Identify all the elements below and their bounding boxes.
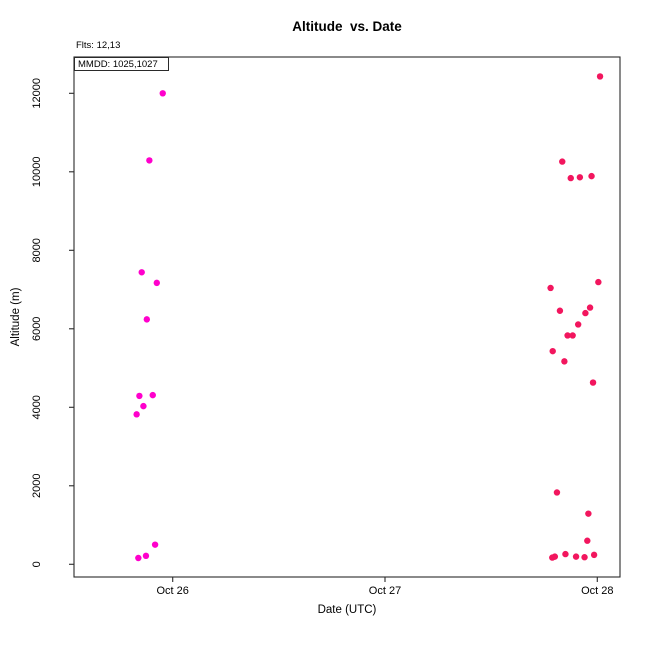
data-point [581, 554, 588, 561]
data-point [149, 391, 156, 399]
data-point [567, 174, 574, 182]
y-tick-label: 2000 [31, 474, 43, 498]
y-tick-label: 6000 [31, 317, 43, 341]
x-tick-label: Oct 28 [581, 585, 613, 597]
y-tick-label: 10000 [31, 157, 43, 188]
data-point [574, 321, 582, 328]
y-tick-label: 8000 [31, 238, 43, 262]
x-tick-label: Oct 26 [157, 585, 189, 597]
data-point [135, 554, 142, 562]
y-tick-label: 4000 [31, 395, 43, 419]
y-tick-label: 12000 [31, 78, 43, 109]
data-point [133, 411, 140, 418]
data-point [596, 73, 604, 80]
data-point [159, 90, 166, 97]
data-point [553, 489, 561, 496]
data-point [143, 316, 151, 323]
data-point [588, 172, 595, 180]
data-point [564, 332, 571, 339]
y-tick-label: 0 [31, 561, 43, 567]
data-point [556, 307, 564, 314]
data-point [590, 551, 598, 559]
data-point [146, 157, 153, 164]
data-point [595, 278, 602, 286]
data-point [586, 304, 594, 311]
x-tick-label: Oct 27 [369, 585, 401, 597]
data-point [549, 554, 556, 561]
data-point [153, 279, 160, 287]
data-point [582, 309, 589, 317]
data-point [569, 332, 576, 339]
data-point [549, 347, 556, 355]
mmdd-annotation: MMDD: 1025,1027 [78, 58, 158, 70]
data-point [585, 510, 592, 517]
data-point [547, 284, 554, 292]
chart-title: Altitude vs. Date [292, 19, 402, 34]
data-point [140, 402, 147, 410]
flights-annotation: Flts: 12,13 [76, 40, 121, 51]
data-point [562, 550, 569, 558]
data-point [138, 269, 145, 276]
data-point [151, 541, 159, 548]
data-point [561, 358, 568, 365]
data-point [559, 158, 566, 165]
data-point [576, 174, 584, 181]
data-point [572, 553, 580, 560]
plot-border [73, 56, 621, 578]
data-point [142, 552, 150, 560]
data-point [136, 392, 143, 400]
x-axis-title: Date (UTC) [317, 604, 377, 616]
data-point [584, 537, 591, 544]
data-point [589, 379, 597, 386]
